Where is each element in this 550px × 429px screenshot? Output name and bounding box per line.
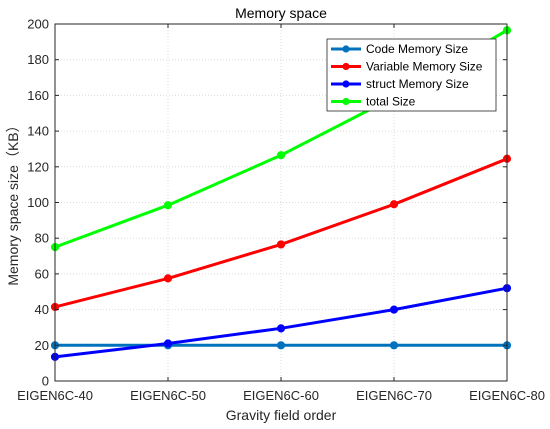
y-axis-ticks: 0 20 40 60 80 100 120 140 160 180 200 [27, 17, 507, 389]
data-point [389, 341, 399, 350]
data-point [389, 305, 399, 314]
legend-marker [342, 97, 350, 106]
y-tick-label: 40 [35, 302, 49, 317]
data-point [276, 151, 286, 160]
y-tick-label: 120 [27, 159, 49, 174]
y-tick-label: 20 [35, 338, 49, 353]
series-struct-memory-size [50, 284, 512, 362]
x-axis-ticks: EIGEN6C-40 EIGEN6C-50 EIGEN6C-60 EIGEN6C-70… [17, 24, 545, 403]
legend-marker [342, 80, 350, 88]
chart-title: Memory space [235, 5, 327, 21]
y-tick-label: 0 [42, 374, 49, 389]
y-tick-label: 180 [27, 52, 49, 67]
data-point [276, 324, 286, 333]
legend-label: Variable Memory Size [366, 60, 483, 74]
data-point [163, 274, 173, 283]
y-tick-label: 60 [35, 266, 49, 281]
series-variable-memory-size [50, 154, 512, 312]
legend-label: total Size [366, 95, 416, 109]
data-point [389, 200, 399, 209]
y-tick-label: 100 [27, 195, 49, 210]
legend-box [326, 38, 497, 112]
y-tick-label: 140 [27, 124, 49, 139]
y-tick-label: 200 [27, 17, 49, 32]
legend-label: Code Memory Size [366, 42, 468, 56]
x-tick-label: EIGEN6C-50 [130, 388, 206, 403]
y-axis-title: Memory space size（KB） [5, 118, 21, 285]
series-layer [50, 26, 512, 362]
x-tick-label: EIGEN6C-70 [356, 388, 432, 403]
legend-marker [342, 45, 350, 53]
legend-marker [342, 62, 350, 71]
y-tick-label: 80 [35, 231, 49, 246]
x-axis-title: Gravity field order [226, 407, 337, 423]
x-tick-label: EIGEN6C-80 [469, 388, 545, 403]
y-tick-label: 160 [27, 88, 49, 103]
data-point [163, 201, 173, 210]
data-point [276, 240, 286, 249]
legend-label: struct Memory Size [366, 77, 469, 91]
legend: Code Memory Size Variable Memory Size stru… [326, 38, 497, 112]
data-point [163, 339, 173, 348]
data-point [276, 341, 286, 350]
x-tick-label: EIGEN6C-40 [17, 388, 93, 403]
x-tick-label: EIGEN6C-60 [243, 388, 319, 403]
